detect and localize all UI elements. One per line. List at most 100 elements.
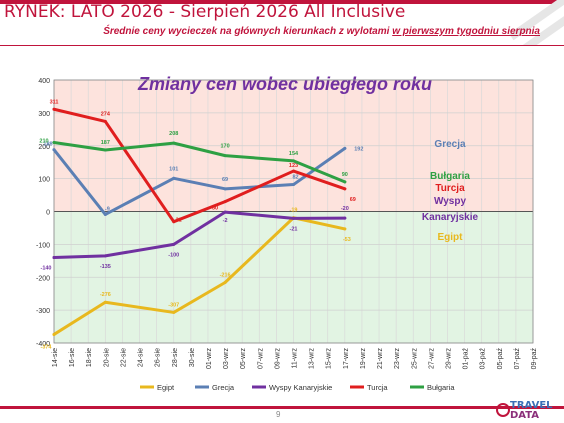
data-point — [292, 169, 295, 173]
data-label: -31 — [174, 218, 182, 224]
x-tick-label: 25-wrz — [411, 348, 418, 370]
x-tick-label: 05-paź — [497, 348, 504, 370]
logo-text-bottom: DATA — [510, 410, 540, 421]
data-point — [292, 159, 295, 163]
x-tick-label: 15-wrz — [326, 348, 333, 370]
y-tick-label: -200 — [36, 275, 50, 282]
x-tick-label: 13-wrz — [309, 348, 316, 370]
x-tick-label: 11-wrz — [292, 348, 299, 369]
data-point — [292, 216, 295, 220]
line-chart: Zmiany cen wobec ubiegłego roku -400 -300… — [36, 74, 538, 392]
travel-data-logo: TRAVEL DATA — [496, 400, 560, 422]
data-label: 154 — [289, 151, 299, 157]
footer-bar — [0, 406, 564, 409]
series-end-label: Bułgaria — [430, 171, 470, 182]
x-tick-label: 19-wrz — [360, 348, 367, 370]
x-tick-label: 22-sie — [120, 348, 127, 367]
y-tick-label: 100 — [38, 177, 50, 184]
x-tick-label: 28-sie — [172, 348, 179, 367]
data-point — [103, 254, 107, 258]
data-label: -135 — [100, 264, 111, 270]
data-point — [172, 141, 176, 145]
data-label: -276 — [100, 292, 111, 298]
data-point — [343, 216, 347, 220]
legend-label: Grecja — [212, 383, 235, 392]
x-tick-label: 26-sie — [155, 348, 162, 367]
data-point — [223, 154, 227, 158]
data-label: 210 — [39, 138, 48, 144]
data-label: 274 — [101, 111, 111, 117]
x-tick-label: 05-wrz — [240, 348, 247, 370]
subtitle-underlined: w pierwszym tygodniu sierpnia — [392, 26, 540, 37]
data-point — [343, 227, 347, 231]
series-end-label: Wyspy — [434, 196, 466, 207]
data-label: -53 — [343, 237, 351, 243]
data-label: 90 — [342, 172, 348, 178]
page-subtitle: Średnie ceny wycieczek na głównych kieru… — [103, 26, 540, 37]
x-tick-label: 14-sie — [52, 348, 59, 367]
data-label: -140 — [40, 266, 51, 272]
data-point — [103, 212, 107, 216]
series-end-label: Egipt — [438, 232, 464, 243]
x-tick-label: 01-paź — [463, 348, 470, 370]
series-line — [52, 107, 347, 224]
x-tick-label: 21-wrz — [377, 348, 384, 370]
data-point — [52, 107, 56, 111]
data-point — [172, 242, 176, 246]
data-label: -2 — [223, 218, 228, 224]
chart-title: Zmiany cen wobec ubiegłego roku — [137, 74, 432, 94]
header-divider — [0, 45, 564, 46]
x-tick-label: 30-sie — [189, 348, 196, 367]
series-end-label: Turcja — [435, 183, 465, 194]
data-point — [343, 187, 347, 191]
data-point — [172, 176, 176, 180]
logo-ring-icon — [496, 403, 510, 417]
data-label: 187 — [101, 140, 110, 146]
data-label: 188 — [43, 142, 52, 148]
x-tick-label: 07-paź — [514, 348, 521, 370]
y-tick-label: -400 — [36, 341, 50, 348]
x-tick-label: 03-paź — [480, 348, 487, 370]
y-tick-label: -300 — [36, 308, 50, 315]
legend-label: Turcja — [367, 383, 388, 392]
x-tick-label: 17-wrz — [343, 348, 350, 370]
top-accent-bar — [0, 0, 564, 4]
legend-label: Bułgaria — [427, 383, 455, 392]
x-tick-label: 24-sie — [138, 348, 145, 367]
series-end-label: Grecja — [434, 139, 466, 150]
data-point — [223, 210, 227, 214]
x-tick-label: 16-sie — [69, 348, 76, 367]
x-tick-label: 20-sie — [103, 348, 110, 367]
data-label: 82 — [292, 175, 298, 181]
data-label: -9 — [105, 206, 110, 212]
data-label: 192 — [354, 146, 363, 152]
data-point — [103, 148, 107, 152]
series-line — [52, 146, 347, 216]
series-line — [52, 140, 347, 184]
legend-label: Wyspy Kanaryjskie — [269, 383, 332, 392]
data-point — [52, 256, 56, 260]
y-tick-label: -100 — [36, 242, 50, 249]
data-label: -374 — [40, 344, 52, 350]
data-point — [223, 187, 227, 191]
data-point — [103, 300, 107, 304]
x-tick-label: 03-wrz — [223, 348, 230, 370]
plot-border — [53, 79, 534, 344]
data-point — [343, 180, 347, 184]
page-title: RYNEK: LATO 2026 - Sierpień 2026 All Inc… — [4, 2, 406, 22]
data-point — [223, 281, 227, 285]
data-label: 69 — [350, 197, 356, 203]
data-point — [292, 183, 295, 187]
data-label: -20 — [341, 206, 349, 212]
data-label: -307 — [168, 302, 179, 308]
legend-label: Egipt — [157, 383, 175, 392]
x-tick-label: 27-wrz — [428, 348, 435, 370]
data-point — [52, 140, 56, 144]
y-tick-label: 300 — [38, 111, 50, 118]
y-tick-label: 200 — [38, 144, 50, 151]
y-tick-label: 400 — [38, 78, 50, 85]
x-tick-label: 09-wrz — [274, 348, 281, 370]
data-point — [343, 146, 347, 150]
data-label: -19 — [290, 208, 298, 214]
page-number: 9 — [276, 410, 281, 419]
